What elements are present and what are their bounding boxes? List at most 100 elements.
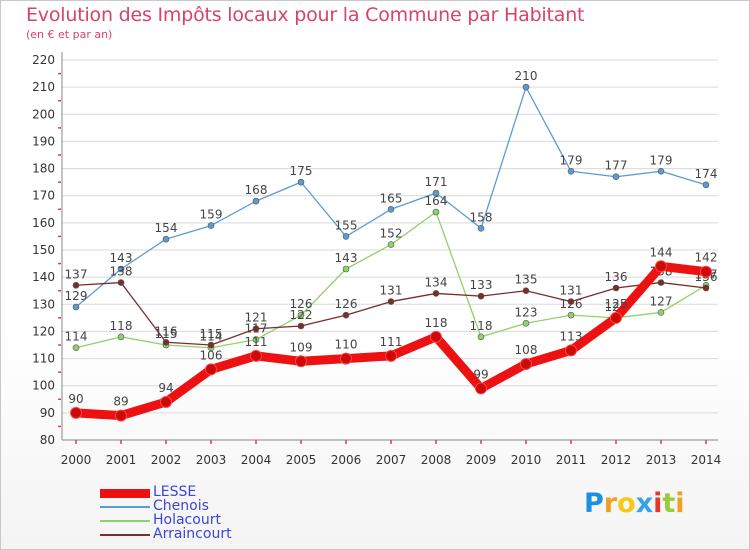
data-label-holacourt: 123: [515, 305, 538, 319]
x-tick-label: 2000: [61, 453, 92, 467]
data-label-chenois: 174: [695, 167, 718, 181]
legend-swatch: [100, 520, 150, 522]
data-point-chenois: [387, 205, 395, 213]
data-label-arraincourt: 122: [290, 308, 313, 322]
data-point-arraincourt: [72, 281, 80, 289]
data-point-arraincourt: [432, 290, 440, 297]
data-point-arraincourt: [612, 284, 620, 292]
data-point-lesse: [700, 265, 712, 278]
legend-swatch: [100, 488, 150, 498]
y-tick-label: 90: [40, 406, 55, 420]
data-label-arraincourt: 126: [335, 297, 358, 311]
logo-letter: P: [584, 488, 604, 519]
data-point-chenois: [207, 222, 215, 229]
data-point-arraincourt: [567, 298, 575, 305]
data-point-chenois: [297, 178, 305, 186]
data-point-lesse: [295, 355, 307, 368]
data-label-holacourt: 118: [110, 319, 133, 333]
data-label-lesse: 110: [335, 338, 358, 352]
data-point-chenois: [162, 235, 170, 243]
data-point-arraincourt: [342, 311, 350, 319]
data-label-chenois: 143: [110, 251, 133, 265]
x-tick-label: 2002: [151, 453, 182, 467]
x-tick-label: 2013: [646, 453, 677, 467]
y-tick-label: 170: [32, 189, 55, 203]
data-point-holacourt: [387, 241, 395, 248]
y-tick-label: 200: [32, 107, 55, 121]
data-label-chenois: 177: [605, 159, 628, 173]
data-point-chenois: [702, 181, 710, 189]
data-point-chenois: [252, 197, 260, 205]
x-tick-label: 2005: [286, 453, 317, 467]
data-label-lesse: 94: [158, 381, 173, 395]
data-label-arraincourt: 121: [245, 311, 268, 325]
data-label-lesse: 108: [515, 343, 538, 357]
data-point-lesse: [250, 349, 262, 362]
data-label-lesse: 144: [650, 245, 673, 259]
y-tick-label: 110: [32, 352, 55, 366]
data-point-arraincourt: [297, 322, 305, 330]
data-point-chenois: [522, 83, 530, 91]
data-label-chenois: 171: [425, 175, 448, 189]
x-tick-label: 2014: [691, 453, 722, 467]
y-tick-label: 140: [32, 270, 55, 284]
data-label-lesse: 111: [245, 335, 268, 349]
data-point-arraincourt: [702, 284, 710, 292]
data-point-lesse: [340, 352, 352, 365]
chart-title: Evolution des Impôts locaux pour la Comm…: [26, 4, 585, 26]
data-point-chenois: [342, 233, 350, 240]
data-label-lesse: 89: [113, 395, 128, 409]
data-point-arraincourt: [387, 298, 395, 305]
data-label-arraincourt: 116: [155, 324, 178, 338]
data-label-arraincourt: 135: [515, 273, 538, 287]
data-point-lesse: [655, 260, 667, 273]
logo-letter: t: [662, 488, 676, 519]
data-point-holacourt: [657, 309, 665, 316]
x-tick-label: 2008: [421, 453, 452, 467]
data-label-lesse: 90: [68, 392, 83, 406]
data-label-holacourt: 127: [650, 294, 673, 308]
x-tick-label: 2003: [196, 453, 227, 467]
data-point-lesse: [70, 406, 82, 419]
data-label-chenois: 165: [380, 191, 403, 205]
data-point-holacourt: [252, 336, 260, 343]
data-label-chenois: 175: [290, 164, 313, 178]
x-tick-label: 2007: [376, 453, 407, 467]
logo-letter: i: [653, 488, 663, 519]
data-point-holacourt: [477, 333, 485, 341]
legend-swatch: [100, 506, 150, 508]
data-label-chenois: 158: [470, 210, 493, 224]
y-tick-label: 80: [40, 433, 55, 447]
data-point-holacourt: [117, 333, 125, 341]
y-tick-label: 100: [32, 379, 55, 393]
logo-letter: x: [635, 488, 654, 519]
y-tick-label: 120: [32, 324, 55, 338]
data-label-arraincourt: 134: [425, 275, 448, 289]
data-point-lesse: [565, 344, 577, 357]
logo-letter: i: [675, 488, 685, 519]
data-point-lesse: [430, 330, 442, 343]
data-label-chenois: 155: [335, 218, 358, 232]
data-point-lesse: [385, 349, 397, 362]
x-tick-label: 2012: [601, 453, 632, 467]
data-point-arraincourt: [207, 341, 215, 349]
data-label-arraincourt: 115: [200, 327, 223, 341]
x-tick-label: 2011: [556, 453, 587, 467]
x-tick-label: 2001: [106, 453, 137, 467]
data-point-chenois: [612, 173, 620, 181]
data-label-chenois: 179: [560, 153, 583, 167]
chart-subtitle: (en € et par an): [26, 28, 113, 41]
x-tick-label: 2006: [331, 453, 362, 467]
data-point-chenois: [432, 189, 440, 197]
data-label-lesse: 109: [290, 340, 313, 354]
data-point-arraincourt: [477, 292, 485, 300]
data-point-arraincourt: [522, 287, 530, 295]
data-point-holacourt: [432, 208, 440, 216]
legend-label: LESSE: [153, 484, 197, 500]
data-label-holacourt: 164: [425, 194, 448, 208]
data-point-lesse: [475, 382, 487, 395]
data-label-arraincourt: 137: [65, 267, 88, 281]
data-point-holacourt: [567, 311, 575, 319]
data-label-lesse: 125: [605, 297, 628, 311]
